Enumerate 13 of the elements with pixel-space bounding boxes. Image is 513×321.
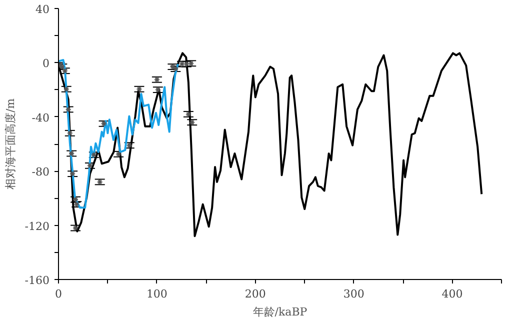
x-tick-label: 0 [55,288,62,300]
y-tick-label: -40 [32,111,50,124]
y-tick-label: -120 [24,220,50,233]
y-axis-title: 相对海平面高度/m [4,98,17,190]
y-tick-label: 40 [36,3,50,16]
y-tick-label: 0 [42,57,50,70]
x-tick-label: 300 [343,288,364,300]
x-tick-label: 400 [442,288,463,300]
x-tick-label: 200 [244,288,266,300]
y-tick-label: -80 [32,166,50,179]
x-tick-label: 100 [146,288,168,300]
x-axis-title: 年龄/kaBP [252,306,308,318]
y-tick-label: -160 [24,274,50,287]
